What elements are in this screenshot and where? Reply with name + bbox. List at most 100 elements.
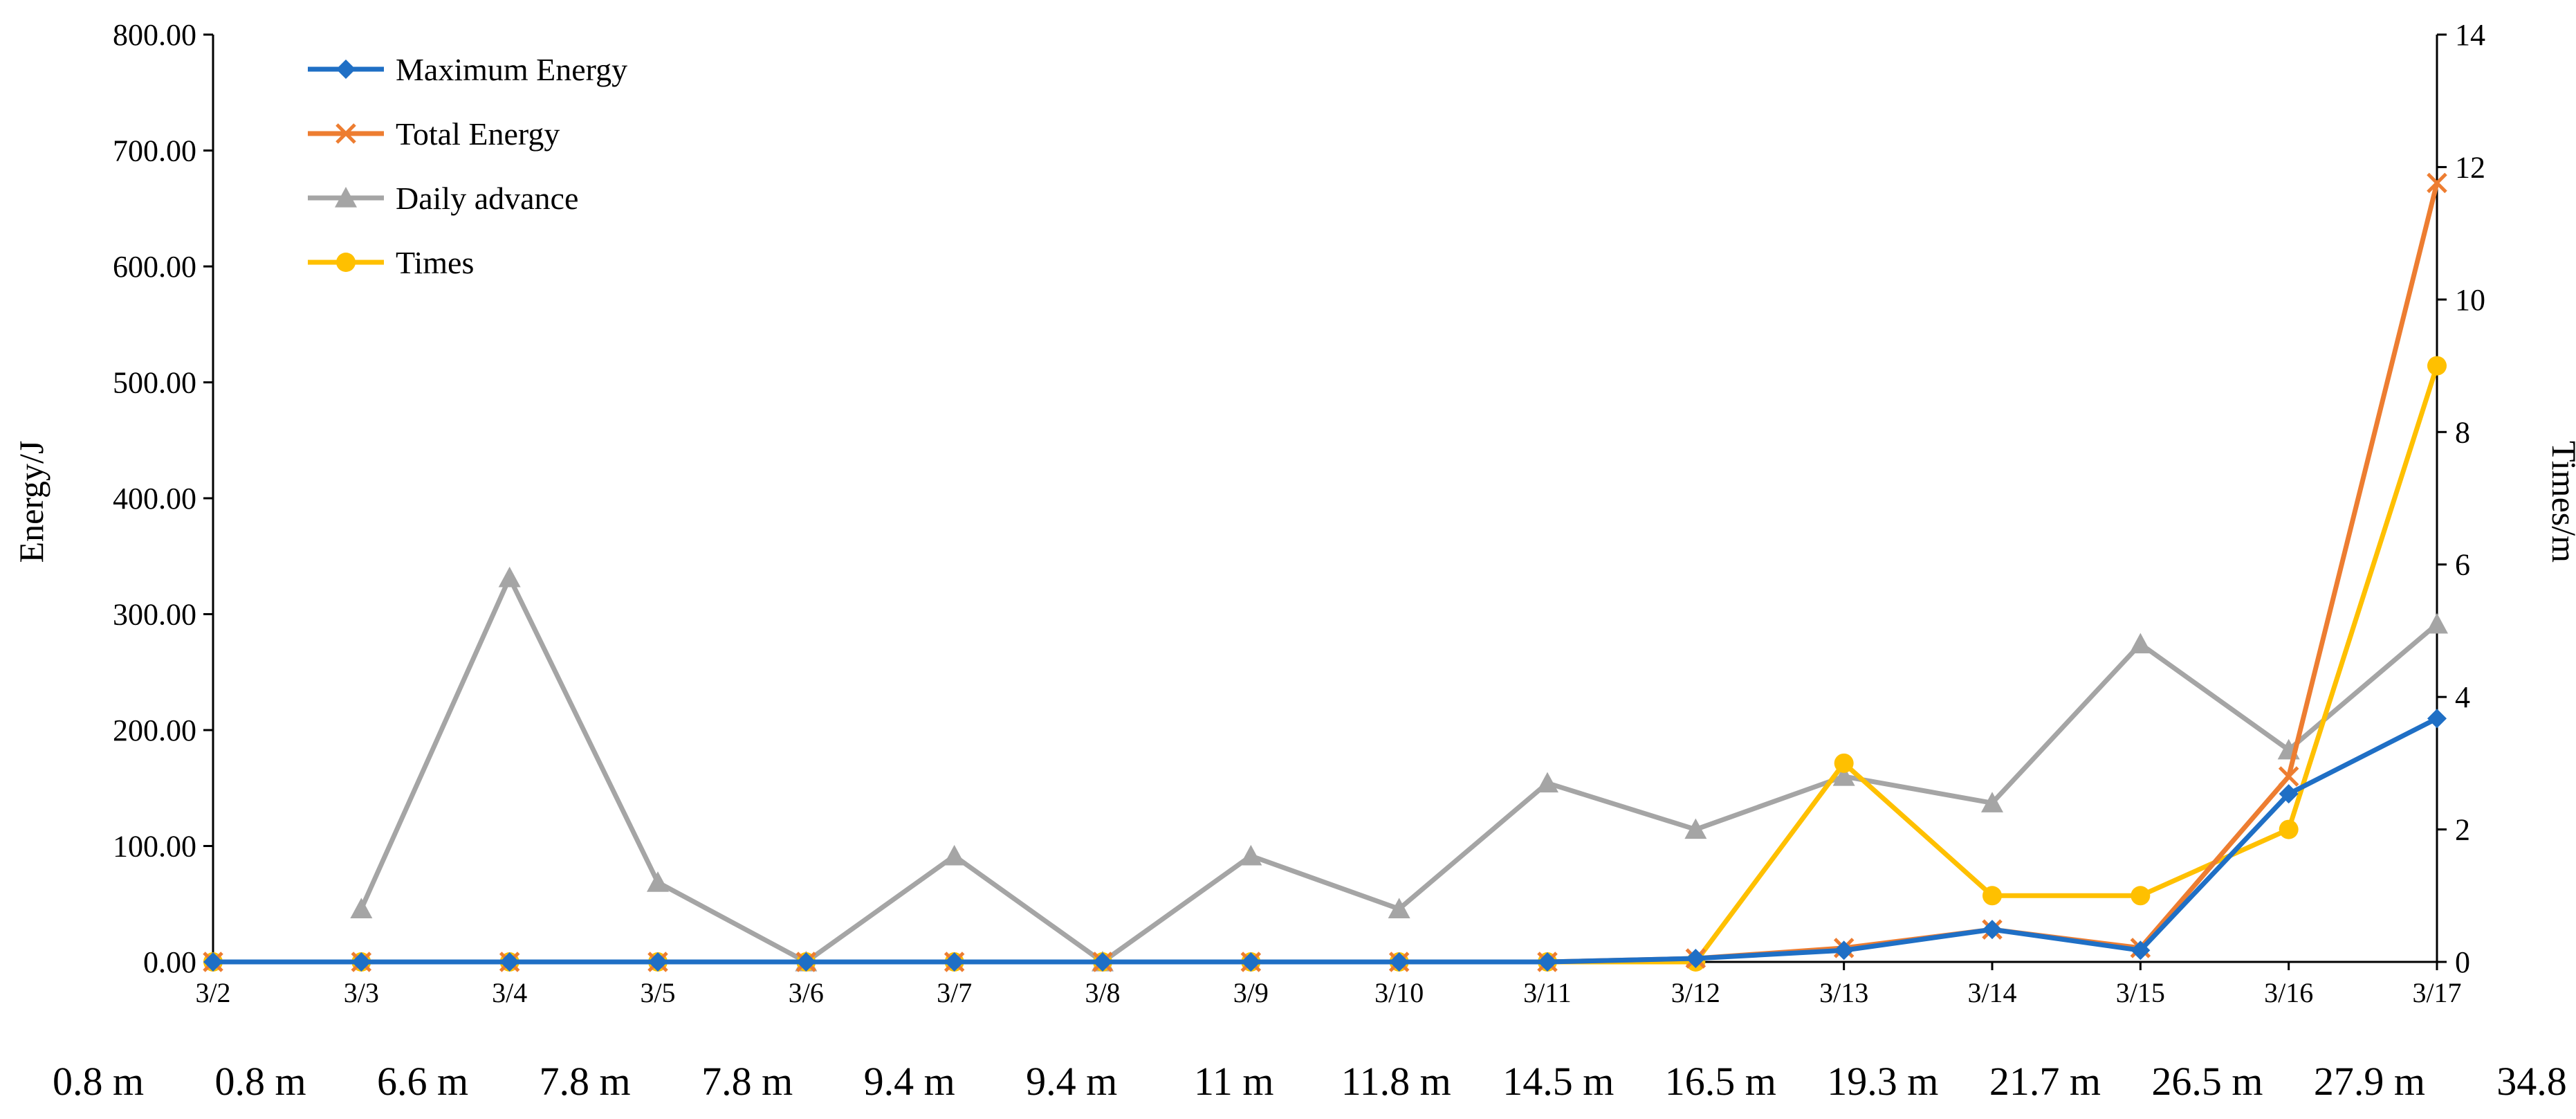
daily-advance-point	[1832, 765, 1855, 786]
series-total-energy	[203, 172, 2447, 972]
maximum-energy-point	[648, 952, 668, 972]
legend-marker	[335, 123, 356, 144]
series-times	[203, 356, 2447, 972]
distance-label: 11 m	[1194, 1059, 1273, 1104]
legend-label: Times	[396, 245, 474, 280]
distance-label: 7.8 m	[540, 1059, 631, 1104]
distance-label: 9.4 m	[864, 1059, 955, 1104]
x-tick-label: 3/2	[195, 977, 230, 1008]
maximum-energy-point	[203, 952, 223, 972]
legend-item-times: Times	[308, 245, 474, 280]
x-tick-label: 3/16	[2264, 977, 2313, 1008]
maximum-energy-point	[499, 952, 519, 972]
daily-advance-point	[1684, 818, 1707, 839]
maximum-energy-point	[2427, 709, 2447, 729]
times-point	[2279, 819, 2299, 839]
times-line	[213, 365, 2440, 965]
maximum-energy-point	[1538, 952, 1557, 972]
daily-advance-point	[498, 566, 521, 588]
distance-label: 21.7 m	[1989, 1059, 2101, 1104]
maximum-energy-point	[1834, 940, 1854, 961]
x-tick-label: 3/7	[937, 977, 972, 1008]
total-energy-point	[2278, 766, 2299, 787]
series-group	[203, 172, 2448, 972]
daily-advance-point	[943, 844, 966, 866]
maximum-energy-point	[1686, 948, 1706, 968]
times-point	[1834, 753, 1854, 773]
left-tick-label: 600.00	[113, 250, 196, 284]
left-tick-label: 500.00	[113, 366, 196, 400]
legend-marker	[336, 60, 356, 79]
maximum-energy-point	[944, 952, 964, 972]
total-energy-point	[2427, 172, 2447, 194]
distance-label: 34.8	[2496, 1059, 2567, 1104]
distance-label: 16.5 m	[1665, 1059, 1776, 1104]
times-point	[2427, 356, 2447, 376]
x-tick-label: 3/6	[789, 977, 824, 1008]
right-tick-label: 10	[2455, 283, 2485, 317]
distance-label: 0.8 m	[214, 1059, 306, 1104]
distance-label: 11.8 m	[1341, 1059, 1451, 1104]
daily-advance-point	[647, 871, 669, 892]
distance-label: 9.4 m	[1026, 1059, 1117, 1104]
x-tick-label: 3/3	[344, 977, 379, 1008]
distance-label: 26.5 m	[2151, 1059, 2263, 1104]
x-tick-label: 3/12	[1671, 977, 1720, 1008]
distance-label: 14.5 m	[1502, 1059, 1614, 1104]
distance-label: 19.3 m	[1827, 1059, 1938, 1104]
legend-item-total-energy: Total Energy	[308, 116, 560, 152]
left-axis-title: Energy/J	[12, 441, 50, 563]
maximum-energy-point	[351, 952, 371, 972]
left-tick-label: 300.00	[113, 598, 196, 632]
right-tick-label: 6	[2455, 548, 2470, 582]
x-tick-label: 3/4	[492, 977, 527, 1008]
left-tick-label: 400.00	[113, 482, 196, 516]
x-tick-label: 3/8	[1085, 977, 1120, 1008]
x-axis-ticks: 3/2 3/3 3/4 3/5 3/6 3/7 3/8 3/9 3/10 3/11 3/12 3/13…	[195, 962, 2462, 1008]
right-tick-label: 2	[2455, 813, 2470, 847]
right-axis-ticks: 0 2 4 6 8 10 12 14	[2437, 18, 2485, 979]
distance-label: 6.6 m	[377, 1059, 468, 1104]
daily-advance-point	[2426, 612, 2448, 634]
maximum-energy-point	[1093, 952, 1112, 972]
right-tick-label: 8	[2455, 415, 2470, 449]
times-point	[1982, 886, 2002, 906]
x-tick-label: 3/15	[2116, 977, 2165, 1008]
x-tick-label: 3/11	[1523, 977, 1572, 1008]
left-tick-label: 700.00	[113, 134, 196, 168]
daily-advance-point	[350, 898, 373, 919]
right-tick-label: 14	[2455, 18, 2485, 52]
axes	[212, 35, 2438, 963]
maximum-energy-point	[1389, 952, 1409, 972]
left-axis-ticks: 0.00 100.00 200.00 300.00 400.00 500.00 600.00…	[113, 18, 213, 979]
daily-advance-point	[1240, 844, 1262, 866]
maximum-energy-point	[796, 952, 816, 972]
daily-advance-point	[1981, 792, 2003, 812]
right-tick-label: 12	[2455, 150, 2485, 184]
legend-label: Maximum Energy	[396, 52, 627, 87]
x-tick-label: 3/9	[1233, 977, 1269, 1008]
daily-advance-point	[2129, 633, 2152, 654]
legend-label: Daily advance	[396, 181, 578, 216]
series-daily-advance	[350, 566, 2448, 972]
legend-label: Total Energy	[396, 116, 560, 152]
maximum-energy-point	[1982, 920, 2002, 940]
daily-advance-point	[1388, 898, 1410, 919]
left-tick-label: 0.00	[143, 945, 196, 979]
total-energy-line	[213, 182, 2440, 965]
maximum-energy-point	[1241, 952, 1261, 972]
distance-labels: 0.8 m 0.8 m 6.6 m 7.8 m 7.8 m 9.4 m 9.4 m 11 m 1…	[53, 1059, 2567, 1104]
x-tick-label: 3/17	[2412, 977, 2461, 1008]
times-point	[2131, 886, 2151, 906]
legend-item-daily-advance: Daily advance	[308, 181, 578, 216]
x-tick-label: 3/13	[1819, 977, 1868, 1008]
legend: Maximum Energy Total Energy Daily advance T…	[308, 52, 627, 280]
right-tick-label: 0	[2455, 945, 2470, 979]
maximum-energy-line	[213, 716, 2438, 965]
legend-marker	[336, 253, 356, 272]
left-tick-label: 200.00	[113, 713, 196, 747]
maximum-energy-point	[2131, 940, 2151, 961]
left-tick-label: 100.00	[113, 830, 196, 864]
distance-label: 0.8 m	[53, 1059, 144, 1104]
